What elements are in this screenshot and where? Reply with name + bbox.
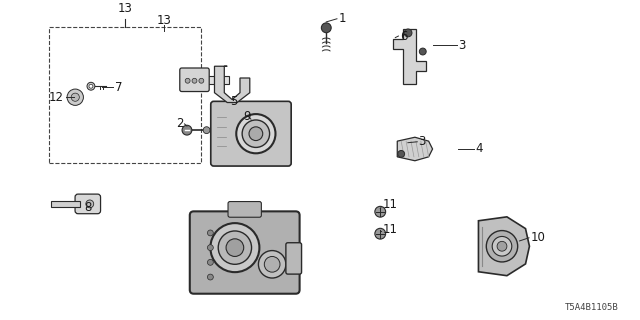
FancyBboxPatch shape <box>180 68 209 92</box>
Circle shape <box>486 231 518 262</box>
Circle shape <box>321 23 331 33</box>
Circle shape <box>207 230 213 236</box>
FancyBboxPatch shape <box>286 243 301 274</box>
Polygon shape <box>479 217 529 276</box>
Circle shape <box>404 29 412 37</box>
FancyBboxPatch shape <box>51 201 80 207</box>
Bar <box>49 27 201 163</box>
Text: 2: 2 <box>176 117 183 130</box>
Circle shape <box>211 223 259 272</box>
Circle shape <box>218 231 252 264</box>
Text: 9: 9 <box>243 109 251 123</box>
Circle shape <box>249 127 263 140</box>
Text: 1: 1 <box>339 12 346 25</box>
Circle shape <box>492 236 512 256</box>
Circle shape <box>242 120 269 148</box>
Polygon shape <box>205 76 229 84</box>
Circle shape <box>192 78 197 83</box>
FancyBboxPatch shape <box>228 202 261 217</box>
Circle shape <box>185 78 190 83</box>
Circle shape <box>182 125 192 135</box>
Polygon shape <box>394 29 426 84</box>
Polygon shape <box>214 66 250 102</box>
Circle shape <box>203 127 210 133</box>
Circle shape <box>419 48 426 55</box>
Circle shape <box>207 274 213 280</box>
Circle shape <box>259 251 286 278</box>
Text: 13: 13 <box>157 14 172 27</box>
Circle shape <box>207 260 213 265</box>
Circle shape <box>87 82 95 90</box>
Text: 5: 5 <box>230 95 237 108</box>
Circle shape <box>236 114 275 153</box>
Circle shape <box>67 89 83 105</box>
Text: 8: 8 <box>84 201 92 213</box>
Circle shape <box>226 239 244 256</box>
Circle shape <box>89 84 93 88</box>
Circle shape <box>199 78 204 83</box>
Circle shape <box>497 241 507 251</box>
Text: 10: 10 <box>531 231 546 244</box>
Text: T5A4B1105B: T5A4B1105B <box>564 303 618 312</box>
Text: 7: 7 <box>115 81 122 94</box>
Circle shape <box>86 200 93 208</box>
Text: 3: 3 <box>458 39 465 52</box>
Text: 11: 11 <box>383 198 397 211</box>
Text: 13: 13 <box>117 2 132 15</box>
Circle shape <box>397 150 404 157</box>
Circle shape <box>71 93 79 101</box>
FancyBboxPatch shape <box>75 194 100 214</box>
Text: 3: 3 <box>419 135 426 148</box>
Circle shape <box>375 228 386 239</box>
Circle shape <box>207 245 213 251</box>
Text: 6: 6 <box>400 29 407 43</box>
Circle shape <box>375 206 386 217</box>
Polygon shape <box>397 137 433 161</box>
Text: 4: 4 <box>476 142 483 156</box>
FancyBboxPatch shape <box>190 211 300 294</box>
Text: 11: 11 <box>383 222 397 236</box>
Text: 12: 12 <box>49 91 64 104</box>
FancyBboxPatch shape <box>211 101 291 166</box>
Circle shape <box>264 256 280 272</box>
